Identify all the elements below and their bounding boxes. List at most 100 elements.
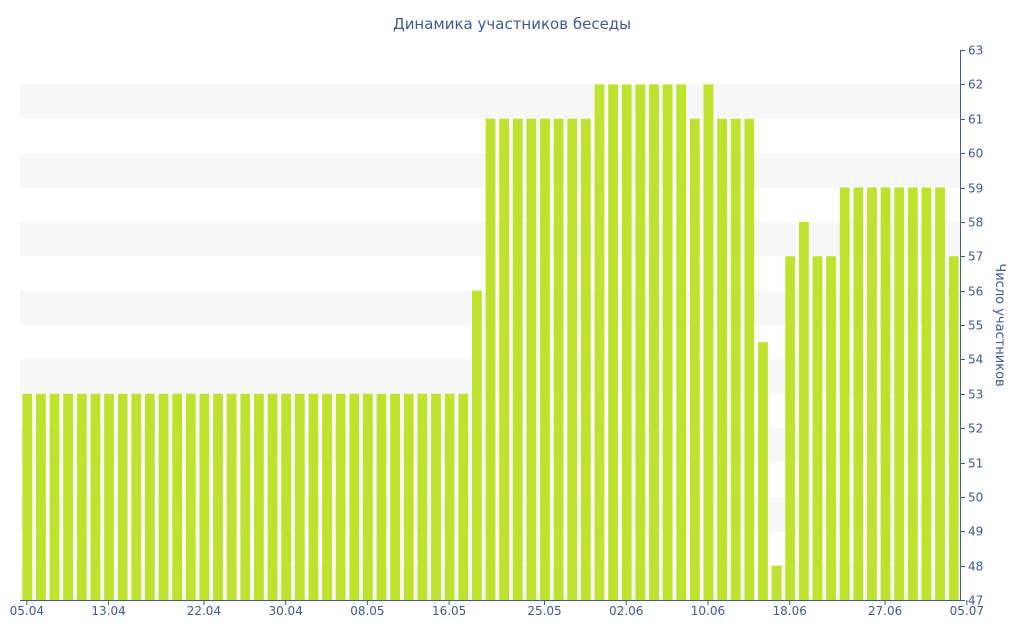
bar xyxy=(812,256,823,600)
y-tick-label: 52 xyxy=(968,422,983,436)
bar xyxy=(22,393,33,600)
bar xyxy=(594,84,605,600)
bar xyxy=(540,118,550,600)
y-tick-label: 47 xyxy=(968,594,983,608)
bar xyxy=(649,84,659,600)
bar xyxy=(621,84,632,600)
y-tick-label: 54 xyxy=(968,353,983,367)
y-tick-label: 48 xyxy=(968,560,983,574)
bar xyxy=(36,393,46,600)
bar xyxy=(921,187,932,600)
x-axis-ticks: 05.04 13.04 22.04 30.04 08.05 16.05 25.05 02.06… xyxy=(10,600,984,618)
y-tick-label: 59 xyxy=(968,182,983,196)
bar xyxy=(349,393,360,600)
y-tick-label: 55 xyxy=(968,319,983,333)
bar xyxy=(199,393,210,600)
bar xyxy=(158,393,169,600)
bar xyxy=(608,84,619,600)
bar xyxy=(362,393,373,600)
y-tick-label: 56 xyxy=(968,285,983,299)
bar xyxy=(867,187,877,600)
bar xyxy=(322,393,332,600)
bar xyxy=(717,118,727,600)
x-tick-label: 25.05 xyxy=(527,604,561,618)
y-tick-label: 62 xyxy=(968,78,983,92)
y-tick-label: 60 xyxy=(968,147,983,161)
bar xyxy=(758,342,768,600)
y-tick-label: 49 xyxy=(968,525,983,539)
bar xyxy=(185,393,196,600)
bar xyxy=(417,393,428,600)
bar xyxy=(635,84,646,600)
bar xyxy=(458,393,469,600)
x-tick-label: 16.05 xyxy=(432,604,466,618)
x-tick-label: 27.06 xyxy=(868,604,902,618)
bar xyxy=(689,118,700,600)
bar xyxy=(526,118,537,600)
bar xyxy=(662,84,673,600)
bar xyxy=(485,118,496,600)
bar xyxy=(512,118,523,600)
bar xyxy=(131,393,142,600)
x-tick-label: 05.07 xyxy=(950,604,984,618)
bar xyxy=(104,393,114,600)
x-tick-label: 30.04 xyxy=(268,604,302,618)
y-axis-label: Число участников xyxy=(992,263,1007,386)
y-tick-label: 63 xyxy=(968,44,983,58)
x-tick-label: 05.04 xyxy=(10,604,44,618)
bar xyxy=(880,187,891,600)
bar xyxy=(90,393,101,600)
x-tick-label: 08.05 xyxy=(350,604,384,618)
y-axis-ticks: 47 48 49 50 51 52 53 54 55 56 57 58 59 60 61 62 63 xyxy=(960,44,983,608)
y-tick-label: 61 xyxy=(968,113,983,127)
bar xyxy=(948,256,959,600)
bar xyxy=(907,187,918,600)
x-tick-label: 10.06 xyxy=(691,604,725,618)
bar xyxy=(676,84,687,600)
bar xyxy=(294,393,305,600)
bar xyxy=(254,393,264,600)
bar xyxy=(785,256,796,600)
bar xyxy=(390,393,401,600)
bar xyxy=(567,118,578,600)
bar xyxy=(935,187,945,600)
bar xyxy=(826,256,836,600)
bar xyxy=(444,393,455,600)
x-tick-label: 18.06 xyxy=(773,604,807,618)
y-tick-label: 57 xyxy=(968,250,983,264)
grid-band xyxy=(20,84,960,119)
x-tick-label: 22.04 xyxy=(187,604,221,618)
x-tick-label: 02.06 xyxy=(609,604,643,618)
bar xyxy=(308,393,319,600)
bar xyxy=(771,565,782,600)
bar xyxy=(853,187,864,600)
bar xyxy=(839,187,850,600)
bar xyxy=(798,221,809,600)
y-tick-label: 51 xyxy=(968,457,983,471)
bar xyxy=(213,393,223,600)
x-tick-label: 13.04 xyxy=(91,604,125,618)
chart-title: Динамика участников беседы xyxy=(393,15,631,33)
bars xyxy=(22,84,959,600)
bar xyxy=(335,393,346,600)
bar xyxy=(117,393,128,600)
bar xyxy=(553,118,564,600)
bar xyxy=(281,393,292,600)
y-tick-label: 53 xyxy=(968,388,983,402)
bar xyxy=(49,393,60,600)
bar xyxy=(730,118,741,600)
bar xyxy=(145,393,155,600)
bar xyxy=(431,393,441,600)
bar xyxy=(376,393,387,600)
bar xyxy=(226,393,237,600)
bar xyxy=(744,118,755,600)
bar xyxy=(403,393,414,600)
bar xyxy=(499,118,510,600)
bar xyxy=(172,393,183,600)
bar xyxy=(703,84,714,600)
bar xyxy=(240,393,251,600)
bar xyxy=(63,393,74,600)
bar xyxy=(471,290,482,600)
